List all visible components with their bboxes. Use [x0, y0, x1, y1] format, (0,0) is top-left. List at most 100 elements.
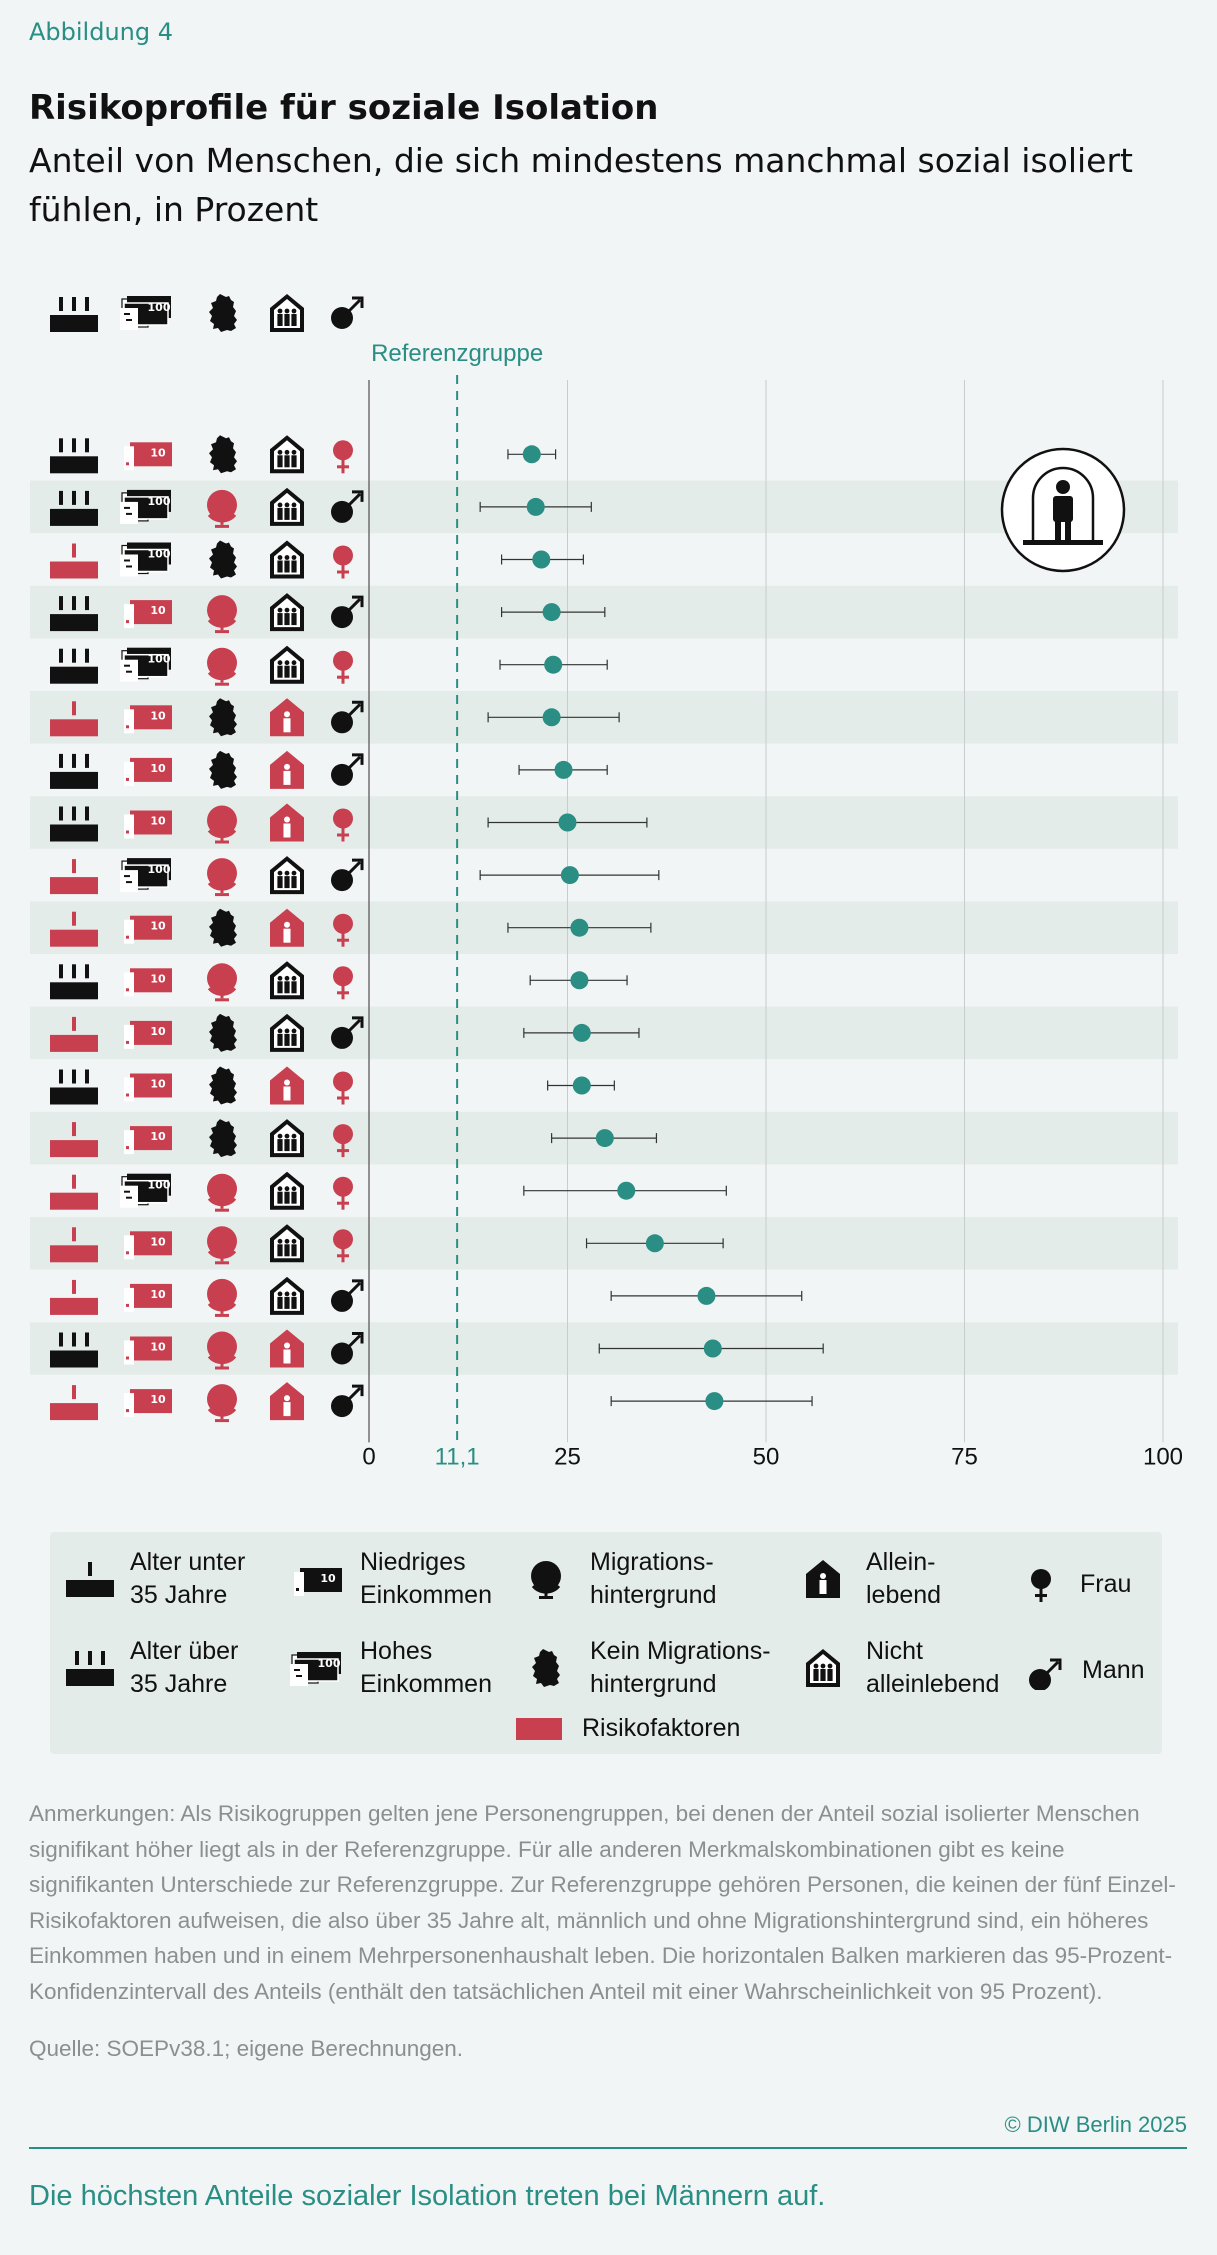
house-icon — [270, 1329, 304, 1368]
banknote-icon: 10 — [124, 1231, 172, 1260]
factory-icon — [50, 543, 98, 579]
legend-nomig-line1: Kein Migrations- — [590, 1637, 771, 1665]
banknote-icon: 100 — [120, 296, 171, 330]
svg-text:100: 100 — [148, 863, 171, 876]
factory-icon — [50, 753, 98, 789]
svg-text:10: 10 — [150, 762, 166, 775]
banknote-icon: 10 — [124, 1336, 172, 1365]
chart-subtitle: Anteil von Menschen, die sich mindestens… — [29, 141, 1133, 229]
banknote-icon: 10 — [124, 810, 172, 839]
house-icon — [270, 856, 304, 895]
legend-mig-line1: Migrations- — [590, 1548, 714, 1576]
house-icon — [270, 1013, 304, 1052]
house-icon — [270, 1119, 304, 1158]
globe-icon — [207, 595, 237, 634]
legend-old-line2: 35 Jahre — [130, 1670, 228, 1698]
germany-map-icon — [209, 1013, 237, 1052]
house-icon — [270, 593, 304, 632]
svg-text:100: 100 — [148, 653, 171, 666]
data-point — [542, 603, 561, 622]
female-symbol-icon — [333, 966, 353, 1000]
notes: Anmerkungen: Als Risikogruppen gelten je… — [29, 1801, 1176, 2004]
svg-text:10: 10 — [150, 1025, 166, 1038]
data-point — [570, 918, 589, 937]
female-symbol-icon — [1031, 1569, 1051, 1602]
x-tick-label: 100 — [1143, 1443, 1183, 1470]
male-symbol-icon — [1029, 1658, 1062, 1690]
data-point — [560, 866, 579, 885]
globe-icon — [207, 1331, 237, 1370]
banknote-icon: 10 — [124, 442, 172, 471]
factory-icon — [66, 1651, 114, 1686]
factory-icon — [50, 1227, 98, 1263]
banknote-icon: 10 — [124, 1020, 172, 1049]
legend-young-line1: Alter unter — [130, 1548, 246, 1576]
banknote-icon: 10 — [294, 1568, 342, 1596]
house-icon — [270, 803, 304, 842]
male-symbol-icon — [331, 1384, 364, 1418]
house-icon — [270, 1224, 304, 1263]
svg-text:100: 100 — [148, 495, 171, 508]
legend-single-line1: Allein- — [866, 1548, 936, 1576]
factory-icon — [50, 964, 98, 1000]
banknote-icon: 10 — [124, 757, 172, 786]
female-symbol-icon — [333, 1176, 353, 1210]
factory-icon — [50, 806, 98, 842]
legend-low-line2: Einkommen — [360, 1581, 492, 1609]
data-point — [522, 445, 541, 464]
legend-multi-line2: alleinlebend — [866, 1670, 1000, 1698]
male-symbol-icon — [331, 700, 364, 734]
banknote-icon: 10 — [124, 968, 172, 997]
svg-text:10: 10 — [150, 446, 166, 459]
svg-text:10: 10 — [150, 1235, 166, 1248]
legend-item-no-migration: Kein Migrations-hintergrund — [528, 1635, 771, 1701]
data-point — [542, 708, 561, 727]
house-icon — [270, 435, 304, 474]
house-icon — [270, 645, 304, 684]
female-symbol-icon — [333, 650, 353, 684]
svg-text:10: 10 — [150, 604, 166, 617]
female-symbol-icon — [333, 913, 353, 947]
factory-icon — [50, 1385, 98, 1421]
house-icon — [270, 698, 304, 737]
globe-icon — [207, 1226, 237, 1265]
factory-icon — [50, 701, 98, 737]
female-symbol-icon — [333, 545, 353, 579]
legend: Alter unter 35 Jahre Alter über 35 Jahre 1… — [50, 1532, 1162, 1754]
svg-text:10: 10 — [150, 1393, 166, 1406]
svg-text:10: 10 — [150, 1341, 166, 1354]
factory-icon — [66, 1562, 114, 1597]
house-icon — [270, 540, 304, 579]
factory-icon — [50, 1122, 98, 1158]
data-point — [697, 1286, 716, 1305]
data-point — [554, 760, 573, 779]
chart-title: Risikoprofile für soziale Isolation — [29, 88, 659, 128]
reference-label: Referenzgruppe — [371, 340, 543, 367]
factory-icon — [50, 490, 98, 526]
legend-old-line1: Alter über — [130, 1637, 239, 1665]
risk-swatch — [516, 1717, 562, 1740]
globe-icon — [207, 858, 237, 897]
banknote-icon: 10 — [124, 1283, 172, 1312]
legend-item-high-income: 100 Hohes Einkommen — [290, 1635, 492, 1701]
risk-profile-chart: 100 Referenzgruppe 0 11,1 25 50 75 100 10 100 100 1… — [30, 294, 1183, 1470]
germany-map-icon — [209, 750, 237, 789]
house-icon — [806, 1560, 840, 1598]
legend-mig-line2: hintergrund — [590, 1581, 717, 1609]
legend-item-old: Alter über 35 Jahre — [64, 1635, 238, 1701]
house-icon — [270, 487, 304, 526]
legend-multi-line1: Nicht — [866, 1637, 923, 1665]
factory-icon — [50, 1016, 98, 1052]
globe-icon — [207, 647, 237, 686]
globe-icon — [531, 1561, 561, 1599]
data-point — [705, 1392, 724, 1411]
legend-item-single: Allein-lebend — [804, 1546, 941, 1612]
banknote-icon: 100 — [120, 647, 171, 682]
legend-item-multi: Nicht alleinlebend — [804, 1635, 999, 1701]
copyright: © DIW Berlin 2025 — [1004, 2112, 1188, 2137]
globe-icon — [207, 1384, 237, 1423]
house-icon — [270, 908, 304, 947]
svg-text:10: 10 — [150, 1130, 166, 1143]
svg-text:100: 100 — [148, 301, 171, 314]
male-symbol-icon — [331, 296, 364, 329]
